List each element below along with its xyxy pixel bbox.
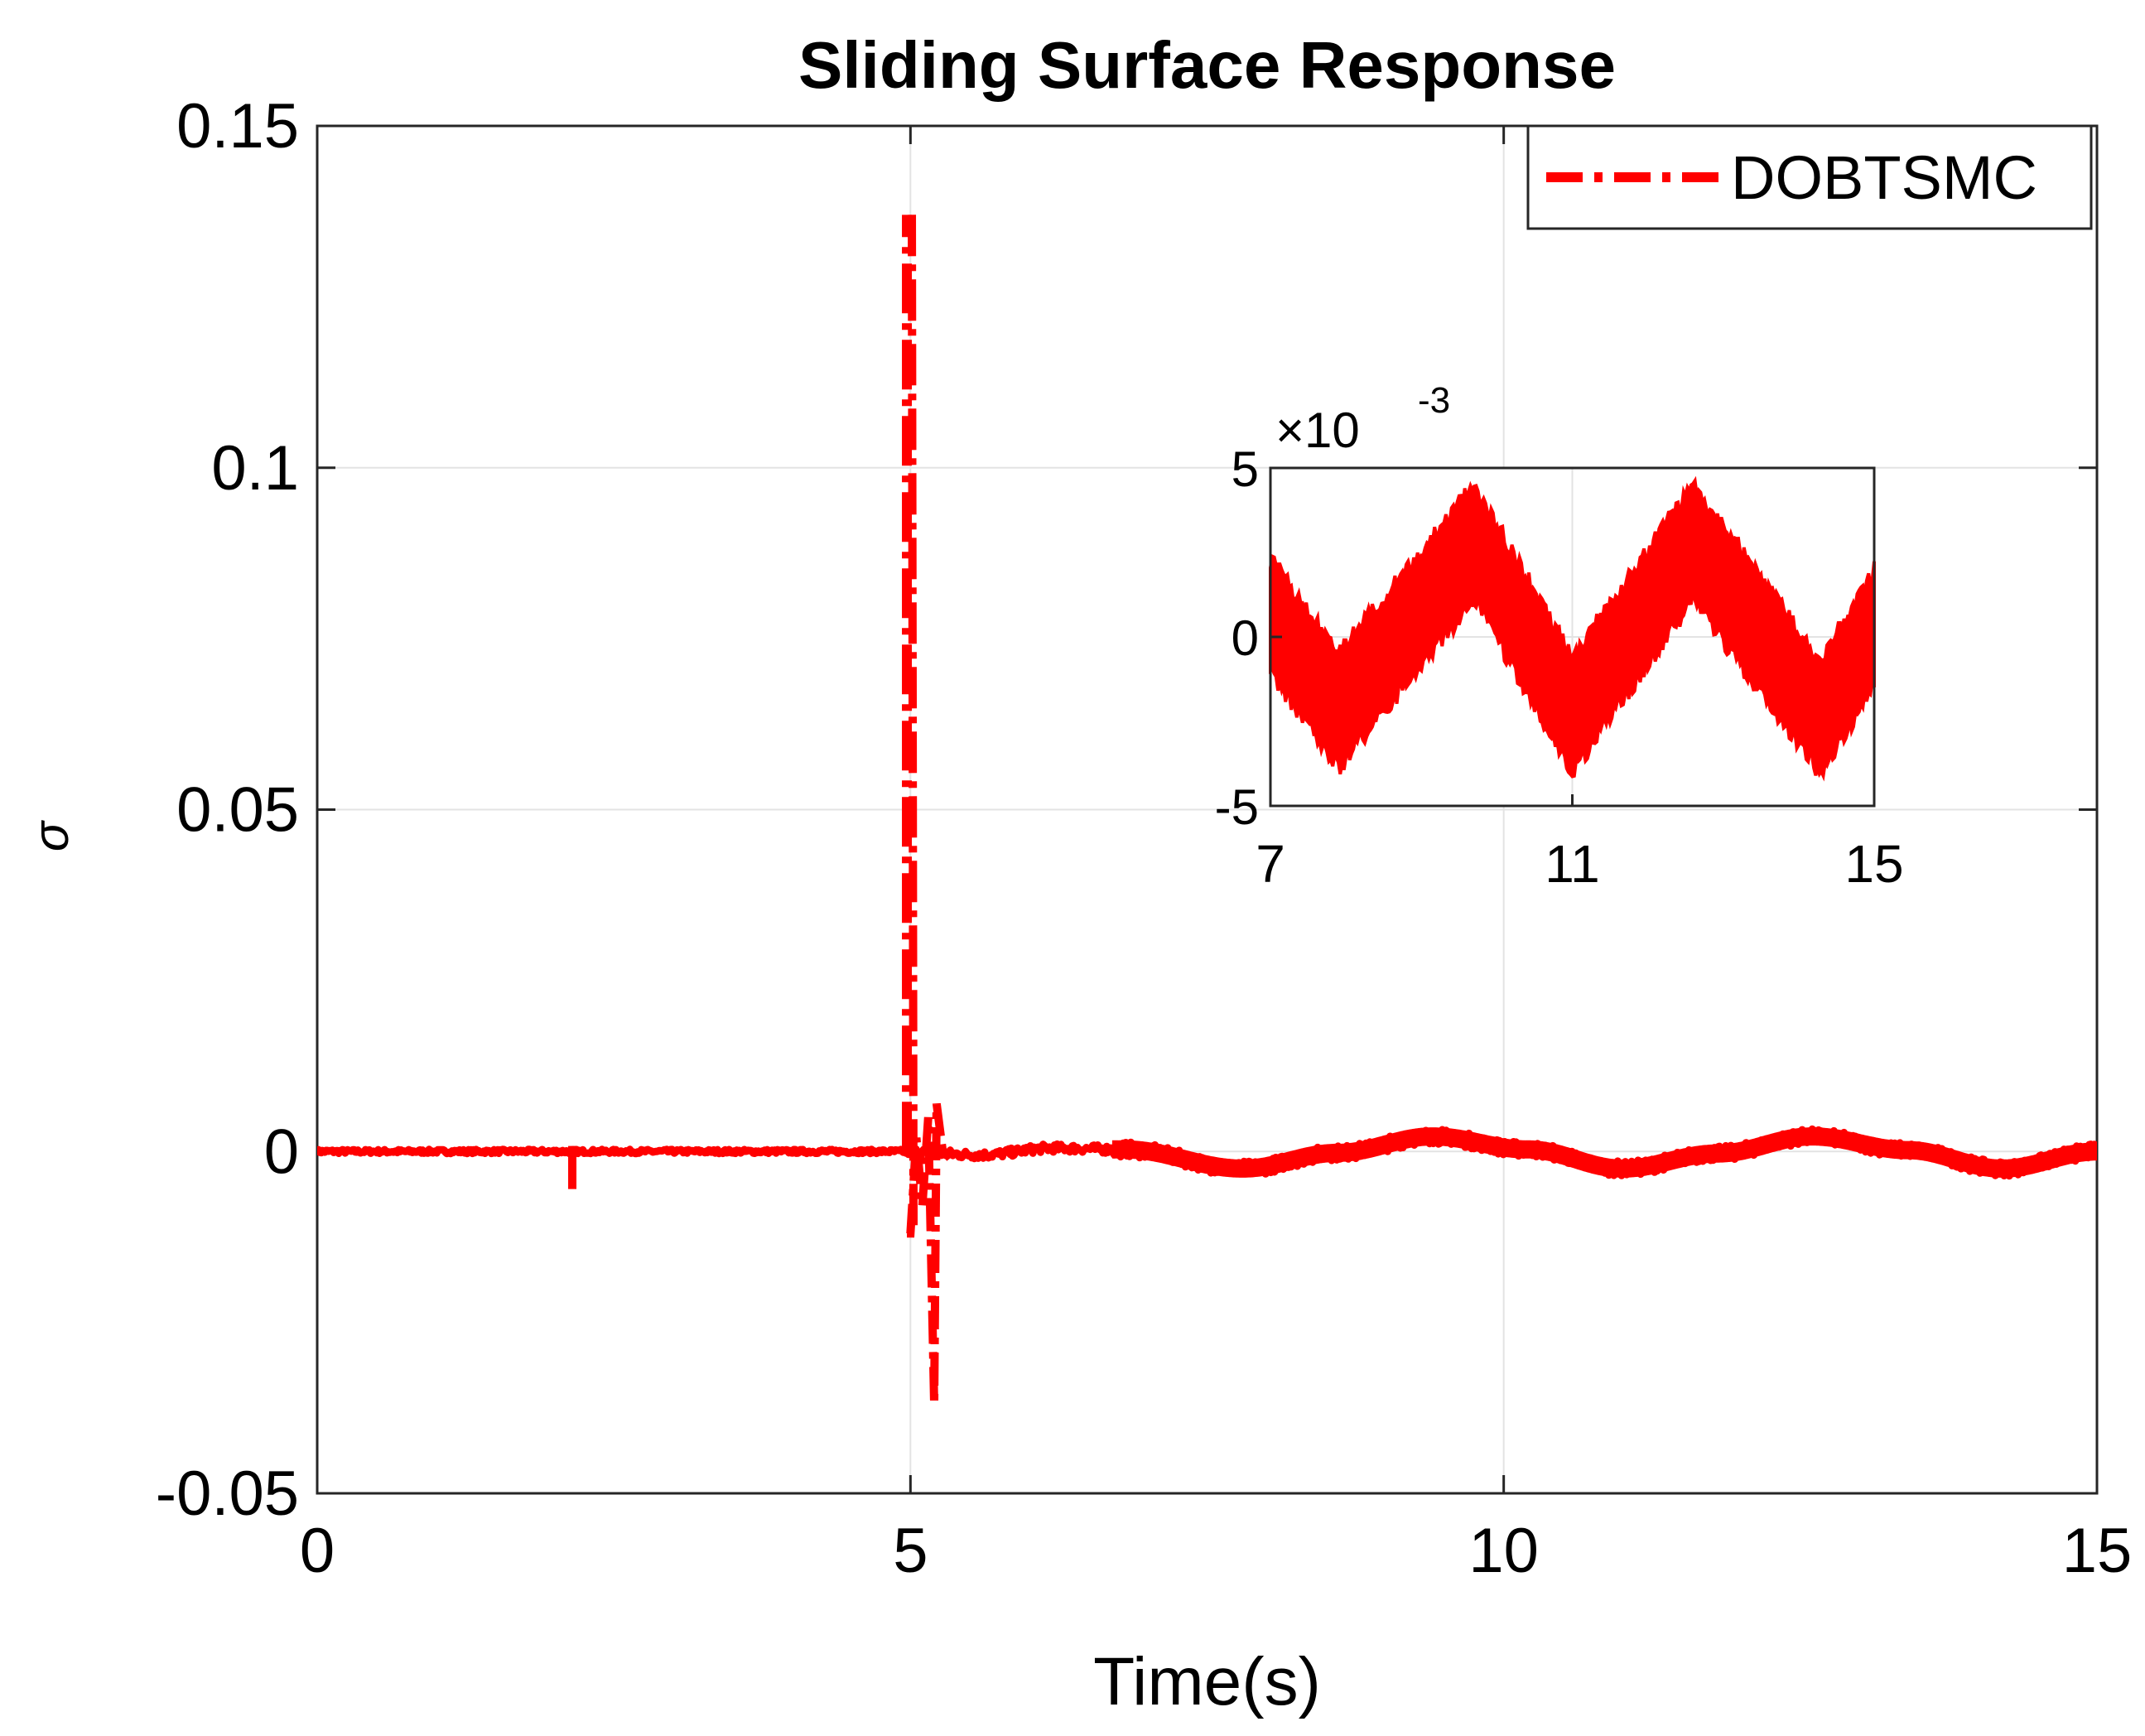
y-tick-label: 0.1 — [211, 433, 299, 504]
chart-title: Sliding Surface Response — [798, 28, 1616, 102]
inset-y-tick-label: -5 — [1215, 779, 1259, 835]
y-tick-label: 0.05 — [176, 775, 299, 846]
series-band — [1104, 1127, 2097, 1178]
y-tick-label: 0.15 — [176, 91, 299, 162]
x-tick-label: 0 — [300, 1516, 335, 1586]
inset-y-tick-label: 5 — [1232, 441, 1259, 497]
inset-y-tick-label: 0 — [1232, 610, 1259, 666]
y-tick-label: 0 — [264, 1116, 299, 1187]
post-spike-oscillation — [906, 1102, 955, 1405]
inset-y-exponent-power: -3 — [1418, 380, 1450, 421]
x-tick-label: 10 — [1468, 1516, 1539, 1586]
x-tick-label: 15 — [2062, 1516, 2133, 1586]
inset-y-exponent-base: ×10 — [1275, 403, 1360, 458]
spike-down — [908, 215, 918, 1234]
x-tick-label: 5 — [893, 1516, 928, 1586]
y-tick-label: -0.05 — [156, 1459, 299, 1529]
series-dobtsmc — [317, 215, 2097, 1405]
inset-chart: 7 11 15 -5 0 5 ×10 -3 — [1215, 380, 1904, 894]
inset-x-tick-label: 15 — [1844, 834, 1903, 894]
y-axis-label: σ — [23, 819, 79, 851]
legend-label: DOBTSMC — [1731, 143, 2037, 212]
x-axis-label: Time(s) — [1093, 1644, 1321, 1719]
inset-x-tick-label: 11 — [1545, 834, 1599, 894]
inset-x-tick-label: 7 — [1256, 834, 1285, 894]
